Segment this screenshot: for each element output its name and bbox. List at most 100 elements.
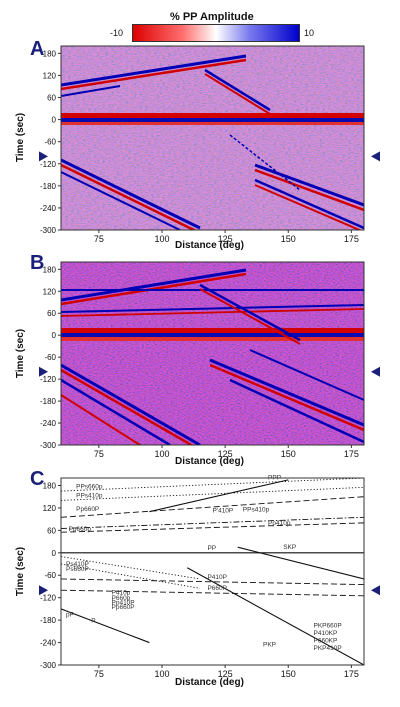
phase-label: P410p [112, 590, 131, 597]
panel-a-precursor-band-3 [204, 68, 271, 112]
panel-c-xtick-label: 150 [281, 669, 296, 679]
phase-label: PKP660P [314, 623, 342, 630]
panel-c-left-arrow-icon [39, 585, 48, 596]
panel-c-ytick-label: -60 [44, 571, 56, 580]
phase-label: Ps660P [66, 566, 89, 573]
colorbar [132, 24, 300, 42]
panel-a-ytick-label: -240 [40, 204, 57, 213]
panel-c-frame [60, 477, 365, 666]
curve-ppp [149, 479, 289, 513]
arrow-markers [39, 151, 380, 596]
colorbar-max-label: 10 [304, 28, 315, 38]
panel-b-pp-band-red2 [61, 337, 364, 341]
curve-ps660p [61, 563, 200, 589]
panel-a-p-band-2 [61, 171, 181, 230]
panel-a-precursor-band-3r [204, 73, 271, 115]
panel-b-ytick-label: -120 [40, 375, 57, 384]
panel-c-ytick-label: 0 [52, 549, 57, 558]
panel-a-ytick-label: 0 [52, 116, 57, 125]
panel-b-pp-band-red [61, 328, 364, 333]
curve-pp410p [61, 522, 364, 533]
panel-c-curves [61, 478, 364, 665]
phase-label: Pp410p [268, 520, 291, 527]
panel-b-ytick-label: -240 [40, 419, 57, 428]
panel-b-ytick-label: -60 [44, 353, 56, 362]
phase-label: Ps410P [66, 561, 89, 568]
panel-b-pkp-band-1r [209, 363, 364, 432]
panel-a-ytick-label: -120 [40, 160, 57, 169]
panel-a-ytick-label: 60 [47, 94, 56, 103]
panel-c-xtick-label: 125 [218, 669, 233, 679]
panel-a-frame [60, 45, 365, 231]
panel-a-xtick-label: 175 [344, 234, 359, 244]
panel-b-xlabel: Distance (deg) [175, 456, 244, 467]
phase-label: Pp660P [76, 506, 99, 513]
panel-a-p-band-1r [61, 163, 197, 230]
panel-b-ytick-label: 120 [43, 287, 57, 296]
phase-label: PP [207, 545, 216, 552]
panel-c-right-arrow-icon [371, 585, 380, 596]
panel-a-ylabel: Time (sec) [15, 112, 27, 163]
phase-label: P [91, 617, 95, 624]
panel-a-pp-band-red [61, 113, 364, 118]
phase-label: P410P [207, 574, 227, 581]
phase-label: Pp660P [112, 604, 135, 611]
panel-a-xlabel: Distance (deg) [175, 240, 244, 251]
panel-a-precursor-band-2 [61, 85, 121, 97]
panel-c-ytick-label: 120 [43, 504, 57, 513]
phase-label: PPs410p [76, 492, 103, 499]
panel-a-pp-band-red2 [61, 122, 364, 125]
panel-c-ytick-label: -240 [40, 639, 57, 648]
panel-b [60, 261, 365, 446]
panel-c-ytick-label: -120 [40, 594, 57, 603]
curve-pp660p [61, 496, 364, 518]
panel-b-pp-band-blue [61, 333, 364, 337]
panel-a-ytick-label: -180 [40, 182, 57, 191]
panel-a-left-arrow-icon [39, 151, 48, 162]
panel-a-ytick-label: -60 [44, 138, 56, 147]
phase-label: pP [66, 611, 74, 618]
phase-label: P410KP [314, 630, 338, 637]
phase-label: SKP [283, 544, 296, 551]
panel-b-ytick-label: 180 [43, 265, 57, 274]
curve-skp [237, 546, 364, 580]
panel-b-ylabel: Time (sec) [15, 328, 27, 379]
panel-b-p-band-2 [61, 378, 171, 445]
colorbar-title: % PP Amplitude [170, 11, 254, 23]
panel-a-xtick-label: 125 [218, 234, 233, 244]
curve-p-410p [61, 516, 364, 529]
panel-b-xtick-label: 100 [154, 449, 169, 459]
panel-b-p-band-3 [61, 394, 141, 445]
panel-b-xtick-label: 75 [94, 449, 104, 459]
panel-a-precursor-band-1r [61, 58, 247, 91]
phase-label: Pp660p [69, 526, 92, 533]
panel-letter-b: B [30, 252, 45, 274]
panel-b-band-4 [199, 283, 301, 342]
colorbar-min-label: -10 [110, 28, 124, 38]
axes-ticks: 75 100 125 150 175 180 120 60 0 -60 -120 -180 -240 -3… [40, 49, 359, 679]
panel-b-band-3 [61, 304, 364, 313]
panel-letter-c: C [30, 468, 45, 490]
phase-label: P660p [112, 595, 131, 602]
panel-b-pkp-band-2 [229, 378, 364, 444]
panel-b-ytick-label: -180 [40, 397, 57, 406]
panel-a-xtick-label: 150 [281, 234, 296, 244]
curve-p660p [61, 589, 364, 597]
panel-b-band-3r [61, 308, 364, 317]
panel-a-xtick-label: 75 [94, 234, 104, 244]
panel-a [60, 45, 365, 231]
panel-b-p-band-1r [61, 368, 194, 445]
panel-letter-a: A [30, 38, 45, 60]
panel-c-ytick-label: 180 [43, 481, 57, 490]
panel-a-pkp-band-2 [254, 178, 364, 230]
panel-c-xtick-label: 100 [154, 669, 169, 679]
panel-a-pkp-band-2r [254, 184, 362, 230]
panel-c-xlabel: Distance (deg) [175, 677, 244, 688]
panel-c-xtick-label: 175 [344, 669, 359, 679]
panel-b-frame [60, 261, 365, 446]
phase-label: P'410P [213, 507, 234, 514]
panel-b-xtick-label: 150 [281, 449, 296, 459]
panel-b-band-4r [199, 288, 301, 345]
